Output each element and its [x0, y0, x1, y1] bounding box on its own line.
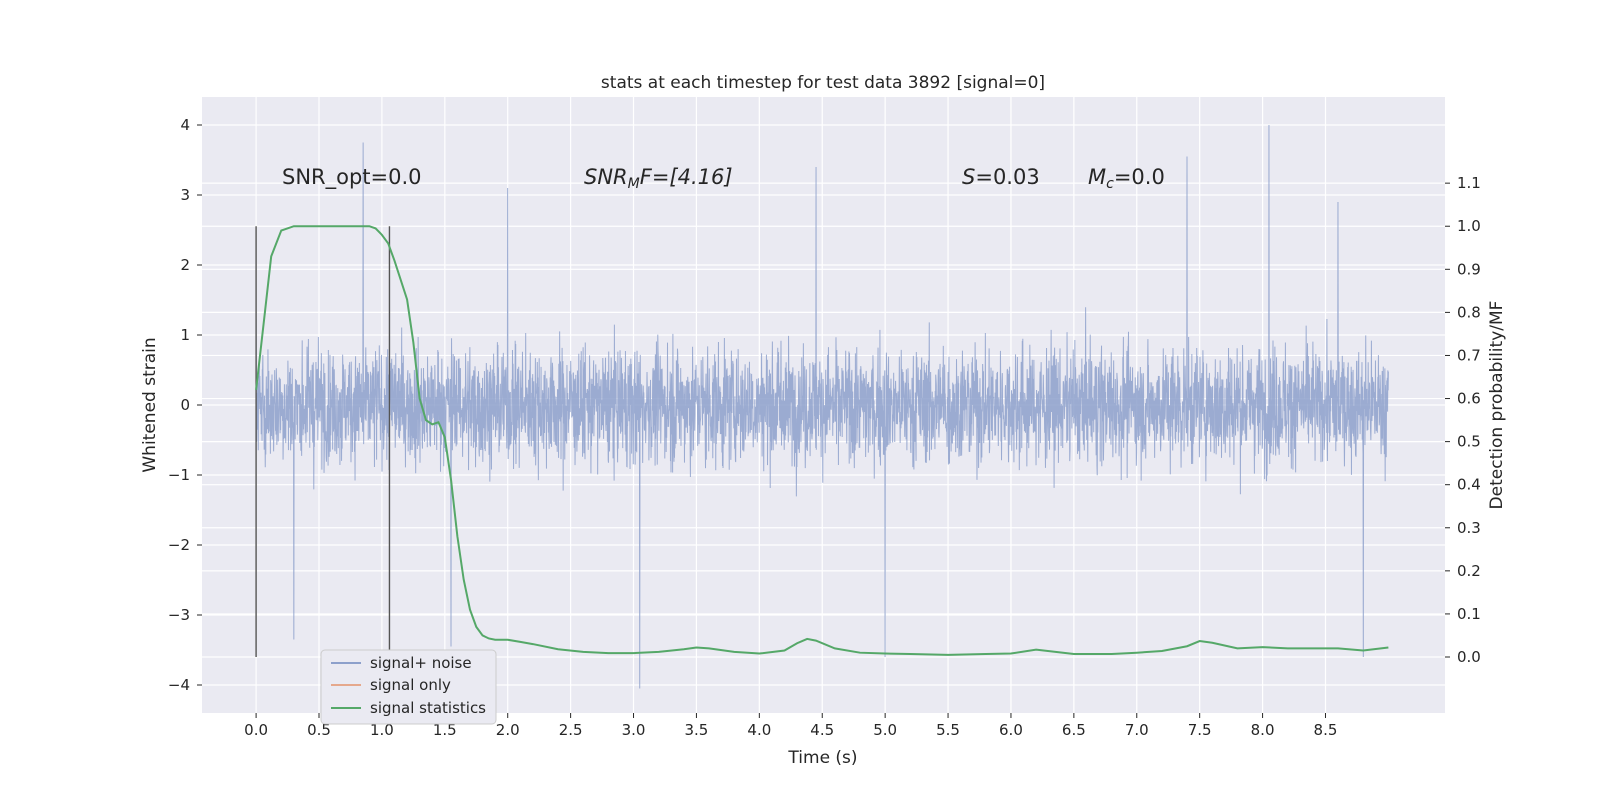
y2-tick-label: 0.5 [1457, 433, 1481, 451]
y-axis-ticks: 4 3 2 1 0 −1 −2 −3 −4 [168, 116, 202, 694]
annotation-snr-mf-sub: M [628, 176, 640, 192]
y-tick-label: −3 [168, 606, 190, 624]
x-tick-label: 7.5 [1188, 721, 1212, 739]
y-tick-label: 0 [180, 396, 190, 414]
y2-tick-label: 0.3 [1457, 519, 1481, 537]
x-tick-label: 2.0 [496, 721, 520, 739]
y2-tick-label: 0.7 [1457, 346, 1481, 364]
x-tick-label: 7.0 [1125, 721, 1149, 739]
x-tick-label: 2.5 [559, 721, 583, 739]
series-signal-plus-noise [255, 124, 1389, 689]
y2-tick-label: 0.9 [1457, 260, 1481, 278]
annotation-mc-label: M [1088, 165, 1106, 189]
y-tick-label: −1 [168, 466, 190, 484]
x-tick-label: 8.5 [1314, 721, 1338, 739]
y2-tick-label: 0.8 [1457, 303, 1481, 321]
annotation-snr-opt: SNR_opt=0.0 [282, 165, 422, 190]
y2-tick-label: 0.1 [1457, 605, 1481, 623]
y2-tick-label: 0.0 [1457, 648, 1481, 666]
chart-title: stats at each timestep for test data 389… [601, 73, 1045, 93]
y-tick-label: 2 [180, 256, 190, 274]
annotation-s-value: =0.03 [975, 165, 1039, 189]
y-tick-label: −4 [168, 676, 190, 694]
legend-label-signal-plus-noise: signal+ noise [370, 654, 472, 672]
x-tick-label: 0.0 [244, 721, 268, 739]
series-signal-statistics [255, 225, 1389, 656]
x-tick-label: 8.0 [1251, 721, 1275, 739]
x-tick-label: 5.5 [936, 721, 960, 739]
annotation-snr-mf-suffix: F=[4.16] [640, 165, 733, 189]
y-tick-label: −2 [168, 536, 190, 554]
annotation-snr-mf: SNRMF=[4.16] [584, 165, 733, 192]
x-tick-label: 3.0 [622, 721, 646, 739]
annotation-snr-mf-label: SNR [584, 165, 628, 189]
legend-label-signal-statistics: signal statistics [370, 699, 486, 717]
annotation-s: S=0.03 [962, 165, 1040, 189]
signal-statistics-line [255, 225, 1389, 656]
legend: signal+ noise signal only signal statist… [320, 649, 497, 725]
annotation-mc-sub: c [1106, 176, 1114, 192]
x-tick-label: 1.0 [370, 721, 394, 739]
y-tick-label: 1 [180, 326, 190, 344]
legend-box [320, 649, 497, 725]
legend-label-signal-only: signal only [370, 676, 451, 694]
y2-tick-label: 0.6 [1457, 390, 1481, 408]
x-tick-label: 6.5 [1062, 721, 1086, 739]
annotation-mc: Mc=0.0 [1088, 165, 1165, 192]
x-tick-label: 6.0 [999, 721, 1023, 739]
x-axis-label: Time (s) [787, 748, 857, 768]
vertical-markers [255, 226, 391, 657]
x-tick-label: 4.0 [747, 721, 771, 739]
y2-tick-label: 0.2 [1457, 562, 1481, 580]
y2-tick-label: 1.1 [1457, 174, 1481, 192]
y-axis-label: Whitened strain [140, 337, 160, 472]
y-tick-label: 3 [180, 186, 190, 204]
y2-tick-label: 1.0 [1457, 217, 1481, 235]
x-tick-label: 1.5 [433, 721, 457, 739]
y-tick-label: 4 [180, 116, 190, 134]
y2-axis-ticks: 1.1 1.0 0.9 0.8 0.7 0.6 0.5 0.4 0.3 0.2 0.1 0.0 [1445, 174, 1481, 666]
annotation-s-label: S [962, 165, 975, 189]
x-tick-label: 0.5 [307, 721, 331, 739]
y2-tick-label: 0.4 [1457, 476, 1481, 494]
x-tick-label: 5.0 [873, 721, 897, 739]
x-tick-label: 4.5 [810, 721, 834, 739]
signal-plus-noise-line [255, 124, 1389, 689]
y2-axis-label: Detection probability/MF [1487, 301, 1507, 510]
annotation-mc-value: =0.0 [1114, 165, 1165, 189]
x-tick-label: 3.5 [685, 721, 709, 739]
x-axis-ticks: 0.0 0.5 1.0 1.5 2.0 2.5 3.0 3.5 4.0 4.5 5.0 5.5 6.0 6… [244, 713, 1337, 739]
